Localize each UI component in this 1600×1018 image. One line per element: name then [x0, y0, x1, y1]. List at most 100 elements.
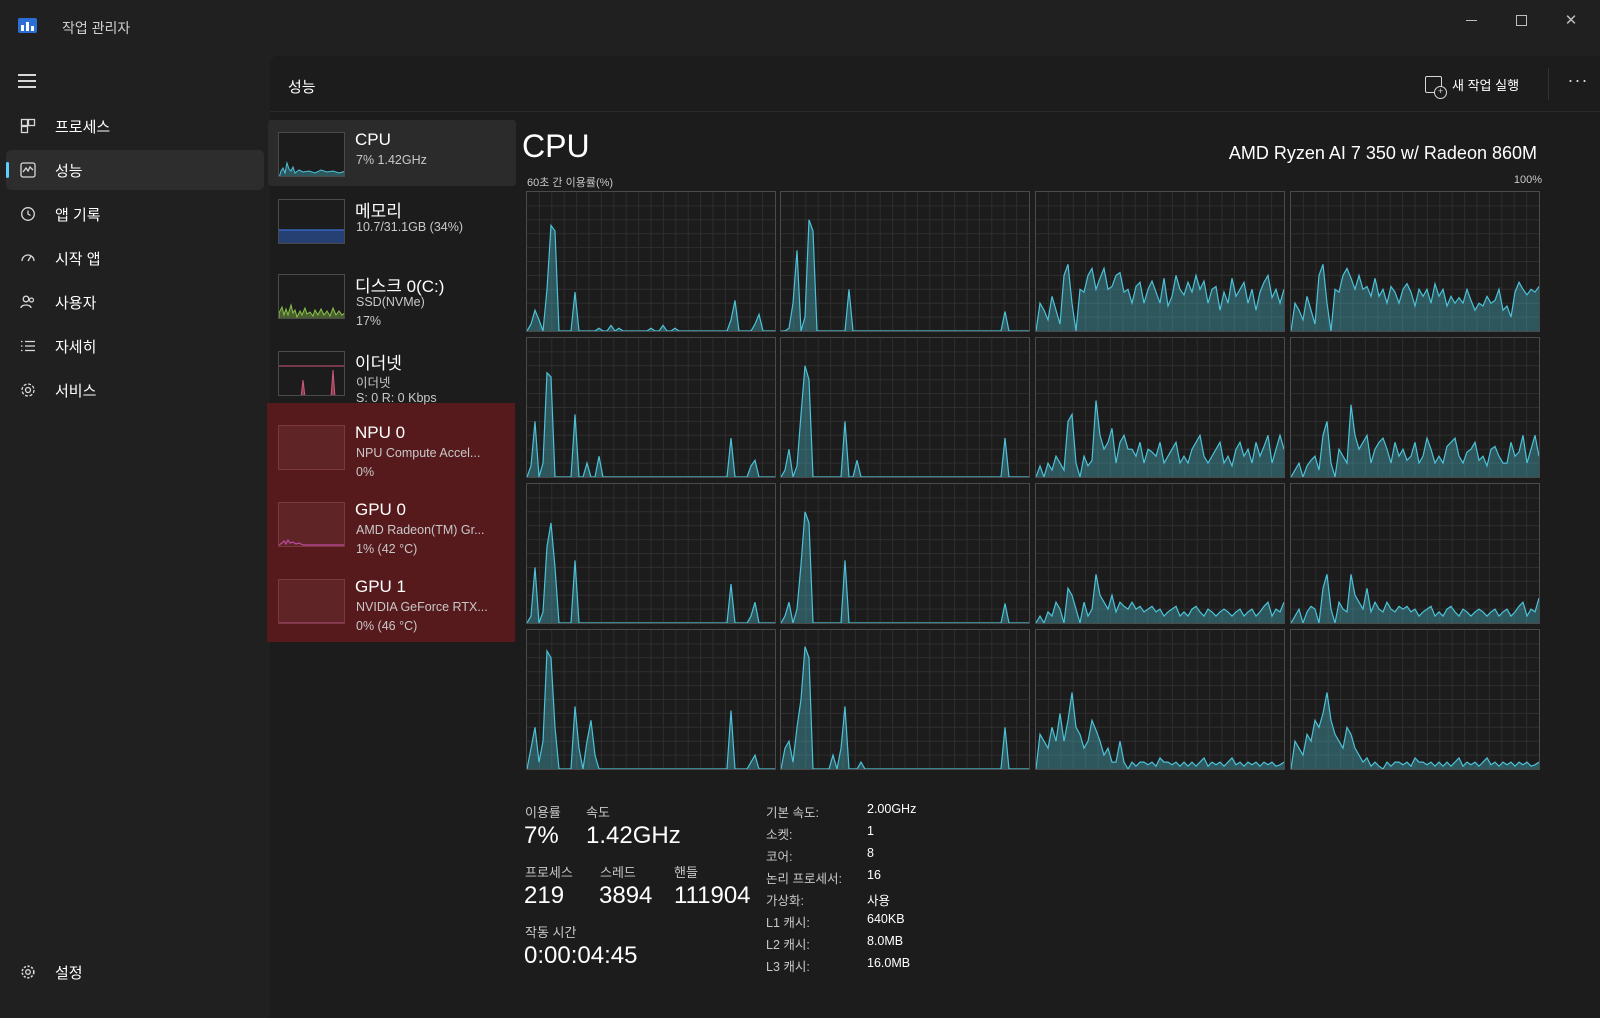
device-item-npu-0[interactable]: NPU 0 NPU Compute Accel... 0% — [268, 413, 516, 483]
utilization-label: 이용률 — [525, 805, 561, 820]
cpu-usage-area — [527, 372, 775, 477]
speed-label: 속도 — [586, 805, 610, 820]
spec-label: 기본 속도: — [766, 806, 819, 820]
device-name: 메모리 — [355, 202, 402, 221]
cpu-core-graph — [526, 337, 776, 478]
cpu-core-graph — [1035, 191, 1285, 332]
sidebar-item-startup-apps[interactable]: 시작 앱 — [6, 238, 264, 278]
device-value: 17% — [356, 314, 382, 328]
spec-value: 16 — [867, 868, 881, 882]
device-thumbnail-graph — [278, 351, 345, 396]
device-item-gpu-1[interactable]: GPU 1 NVIDIA GeForce RTX... 0% (46 °C) — [268, 567, 516, 637]
close-button[interactable]: ✕ — [1548, 6, 1594, 34]
cpu-usage-line — [1291, 404, 1539, 477]
maximize-button[interactable] — [1498, 6, 1544, 34]
spec-value: 2.00GHz — [867, 802, 917, 816]
startup-icon — [19, 249, 37, 267]
cpu-core-graph — [1035, 483, 1285, 624]
cpu-model: AMD Ryzen AI 7 350 w/ Radeon 860M — [1228, 143, 1537, 163]
sidebar-item-services[interactable]: 서비스 — [6, 370, 264, 410]
window-title: 작업 관리자 — [62, 20, 131, 36]
cpu-usage-line — [1036, 264, 1284, 331]
page-title: 성능 — [288, 79, 316, 96]
hamburger-menu-button[interactable] — [18, 74, 36, 88]
device-name: NPU 0 — [355, 423, 406, 442]
sidebar-item-label: 프로세스 — [55, 118, 111, 136]
cpu-usage-line — [527, 648, 775, 769]
sidebar-item-details[interactable]: 자세히 — [6, 326, 264, 366]
device-thumbnail-graph — [278, 274, 345, 319]
minimize-icon — [1465, 19, 1477, 21]
sidebar-item-performance[interactable]: 성능 — [6, 150, 264, 190]
cpu-usage-line — [1036, 692, 1284, 769]
device-detail: NPU Compute Accel... — [356, 446, 481, 460]
device-item-이더넷[interactable]: 이더넷 이더넷 S: 0 R: 0 Kbps — [268, 339, 516, 409]
sidebar-item-app-history[interactable]: 앱 기록 — [6, 194, 264, 234]
uptime-label: 작동 시간 — [525, 925, 577, 940]
device-name: 이더넷 — [355, 354, 402, 373]
cpu-usage-line — [1291, 692, 1539, 769]
cpu-usage-line — [1036, 574, 1284, 623]
device-detail: AMD Radeon(TM) Gr... — [356, 523, 485, 537]
device-value: 0% — [356, 465, 375, 479]
spec-value: 8 — [867, 846, 874, 860]
header-divider — [1548, 68, 1549, 100]
uptime-value: 0:00:04:45 — [524, 942, 638, 969]
spec-label: 논리 프로세서: — [766, 872, 842, 886]
cpu-usage-area — [781, 646, 1029, 769]
cpu-core-graph — [526, 629, 776, 770]
device-name: CPU — [355, 130, 391, 149]
utilization-value: 7% — [524, 822, 559, 849]
close-icon: ✕ — [1564, 12, 1578, 29]
spec-label: 가상화: — [766, 894, 804, 908]
spec-value: 사용 — [867, 894, 891, 908]
task-manager-app-icon — [18, 18, 37, 33]
run-new-task-button[interactable]: 새 작업 실행 — [1425, 72, 1519, 99]
spec-label: L3 캐시: — [766, 960, 810, 974]
spec-value: 16.0MB — [867, 956, 911, 970]
sidebar-item-processes[interactable]: 프로세스 — [6, 106, 264, 146]
sidebar-item-users[interactable]: 사용자 — [6, 282, 264, 322]
processes-label: 프로세스 — [525, 865, 573, 880]
device-thumbnail-graph — [278, 502, 345, 547]
title-bar: 작업 관리자 ✕ — [0, 0, 1600, 52]
device-item-디스크-0-c-[interactable]: 디스크 0(C:) SSD(NVMe) 17% — [268, 262, 516, 332]
handles-value: 111904 — [674, 882, 751, 909]
sidebar-item-settings[interactable]: 설정 — [6, 952, 264, 992]
device-name: GPU 0 — [355, 500, 407, 519]
sidebar-item-label: 서비스 — [55, 382, 97, 400]
threads-label: 스레드 — [600, 865, 636, 880]
cpu-core-graph — [1035, 629, 1285, 770]
cpu-usage-line — [1291, 264, 1539, 331]
device-item-메모리[interactable]: 메모리 10.7/31.1GB (34%) — [268, 187, 516, 257]
cpu-core-graph — [1290, 191, 1540, 332]
device-item-cpu[interactable]: CPU 7% 1.42GHz — [268, 120, 516, 186]
device-value: S: 0 R: 0 Kbps — [356, 391, 437, 405]
cpu-title: CPU — [522, 128, 590, 164]
spec-label: 소켓: — [766, 828, 793, 842]
minimize-button[interactable] — [1448, 6, 1494, 34]
sidebar-item-label: 시작 앱 — [55, 250, 101, 268]
spec-value: 1 — [867, 824, 874, 838]
graph-label: 60초 간 이용률(%) — [527, 177, 614, 189]
cpu-usage-area — [781, 219, 1029, 331]
cpu-usage-line — [1036, 400, 1284, 477]
device-detail: SSD(NVMe) — [356, 295, 425, 309]
sidebar-item-label: 자세히 — [55, 338, 97, 356]
cpu-usage-area — [527, 650, 775, 769]
speed-value: 1.42GHz — [586, 822, 681, 849]
sidebar-item-label: 사용자 — [55, 294, 97, 312]
device-detail: 10.7/31.1GB (34%) — [356, 220, 464, 234]
new-task-icon — [1425, 75, 1447, 99]
history-icon — [19, 205, 37, 223]
cpu-usage-area — [781, 365, 1029, 477]
more-options-button[interactable]: ··· — [1567, 70, 1589, 90]
performance-icon — [19, 161, 37, 179]
device-thumbnail-graph — [278, 425, 345, 470]
cpu-usage-area — [1036, 264, 1284, 331]
cpu-usage-line — [527, 371, 775, 477]
device-item-gpu-0[interactable]: GPU 0 AMD Radeon(TM) Gr... 1% (42 °C) — [268, 490, 516, 560]
device-detail: NVIDIA GeForce RTX... — [356, 600, 488, 614]
device-value: 1% (42 °C) — [356, 542, 418, 556]
cpu-usage-line — [1291, 574, 1539, 623]
